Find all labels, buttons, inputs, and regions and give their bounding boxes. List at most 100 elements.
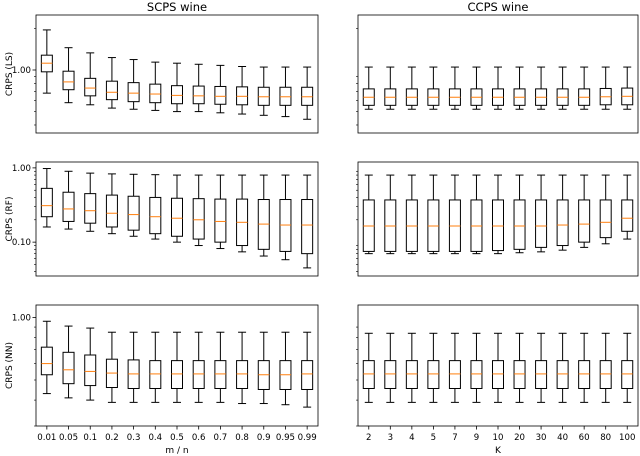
box-iqr (171, 197, 183, 237)
box-iqr (578, 199, 591, 243)
box-scps-rf-0.7 (214, 174, 227, 250)
box-scps-nn-0.99 (301, 331, 314, 408)
box-iqr (236, 360, 249, 389)
panel-scps-ls (32, 14, 319, 134)
box-ccps-rf-7 (448, 174, 461, 255)
box-iqr (40, 187, 53, 218)
box-scps-ls-0.95 (279, 66, 292, 118)
box-ccps-nn-4 (405, 332, 418, 403)
box-ccps-rf-9 (470, 174, 483, 255)
box-scps-rf-0.99 (301, 174, 314, 269)
box-scps-ls-0.6 (192, 63, 205, 113)
xtick-label: 0.5 (170, 433, 184, 443)
box-iqr (40, 346, 53, 376)
box-scps-nn-0.8 (236, 331, 249, 405)
xtick-label: 40 (557, 433, 568, 443)
box-scps-nn-0.01 (40, 320, 53, 395)
xtick-label: 2 (366, 433, 371, 443)
xtick-label: 0.99 (298, 433, 317, 443)
box-iqr (492, 199, 504, 252)
box-iqr (214, 360, 227, 389)
xtick-label: 0.01 (37, 433, 56, 443)
box-iqr (362, 360, 375, 389)
axes-frame (35, 14, 319, 134)
xtick-label: 30 (536, 433, 547, 443)
box-ccps-rf-5 (427, 174, 440, 255)
xtick-label: 0.8 (235, 433, 249, 443)
x-axis-label: K (495, 446, 502, 456)
xtick-label: 0.2 (105, 433, 119, 443)
box-scps-ls-0.05 (62, 47, 75, 104)
box-scps-rf-0.8 (236, 174, 249, 253)
box-scps-nn-0.2 (105, 331, 118, 403)
xtick-label: 0.4 (148, 433, 162, 443)
box-scps-ls-0.99 (301, 66, 314, 120)
box-scps-rf-0.4 (149, 174, 162, 240)
box-ccps-nn-10 (492, 332, 504, 403)
box-iqr (149, 83, 162, 104)
box-scps-rf-0.95 (279, 174, 292, 261)
panel-scps-rf (32, 161, 319, 277)
box-scps-rf-0.05 (62, 170, 75, 230)
box-ccps-ls-5 (427, 66, 440, 110)
box-iqr (535, 360, 548, 389)
box-scps-nn-0.6 (192, 331, 205, 403)
xtick-label: 0.95 (276, 433, 295, 443)
y-axis-label: CRPS (NN) (5, 342, 15, 389)
axes-frame (357, 14, 639, 134)
box-ccps-rf-10 (492, 174, 504, 255)
box-ccps-nn-3 (384, 332, 397, 403)
box-scps-nn-0.1 (84, 327, 97, 401)
xtick-label: 80 (600, 433, 611, 443)
xtick-label: 0.05 (59, 433, 78, 443)
box-scps-rf-0.1 (84, 172, 97, 232)
panel-title: SCPS wine (147, 0, 207, 14)
xtick-label: 0.1 (83, 433, 97, 443)
box-scps-nn-0.5 (171, 331, 183, 403)
box-ccps-rf-30 (535, 174, 548, 253)
box-scps-rf-0.6 (192, 174, 205, 247)
y-axis-label: CRPS (LS) (5, 52, 15, 96)
axes-frame (35, 161, 319, 277)
xtick-label: 7 (452, 433, 457, 443)
y-axis-label: CRPS (RF) (5, 197, 15, 242)
box-scps-nn-0.95 (279, 331, 292, 406)
box-ccps-rf-2 (362, 174, 375, 255)
box-ccps-rf-60 (578, 174, 591, 248)
box-scps-ls-0.01 (40, 29, 53, 94)
box-iqr (427, 360, 440, 389)
box-ccps-nn-9 (470, 332, 483, 403)
axes-frame (357, 304, 639, 427)
box-ccps-rf-3 (384, 174, 397, 255)
box-iqr (149, 360, 162, 389)
axes-frame (35, 304, 319, 427)
box-iqr (578, 360, 591, 389)
xtick-label: 10 (493, 433, 504, 443)
box-scps-ls-0.9 (257, 66, 270, 116)
box-iqr (149, 196, 162, 235)
axes-frame (357, 161, 639, 277)
ytick-label: 1.00 (12, 66, 31, 76)
xtick-label: 9 (474, 433, 479, 443)
box-iqr (621, 360, 634, 389)
box-iqr (84, 354, 97, 387)
box-scps-ls-0.3 (127, 59, 140, 110)
box-ccps-nn-80 (599, 332, 612, 403)
xtick-label: 3 (388, 433, 393, 443)
box-scps-rf-0.3 (127, 173, 140, 237)
box-iqr (513, 360, 526, 389)
box-scps-rf-0.9 (257, 174, 270, 257)
box-ccps-ls-9 (470, 66, 483, 110)
box-iqr (214, 85, 227, 105)
box-scps-ls-0.4 (149, 61, 162, 111)
box-ccps-ls-30 (535, 66, 548, 110)
box-ccps-ls-2 (362, 66, 375, 110)
box-iqr (84, 77, 97, 97)
box-scps-ls-0.2 (105, 57, 118, 109)
ytick-label: 0.10 (12, 238, 31, 248)
xtick-label: 0.6 (192, 433, 206, 443)
xtick-label: 0.7 (214, 433, 228, 443)
box-scps-rf-0.5 (171, 174, 183, 243)
box-scps-nn-0.05 (62, 325, 75, 399)
